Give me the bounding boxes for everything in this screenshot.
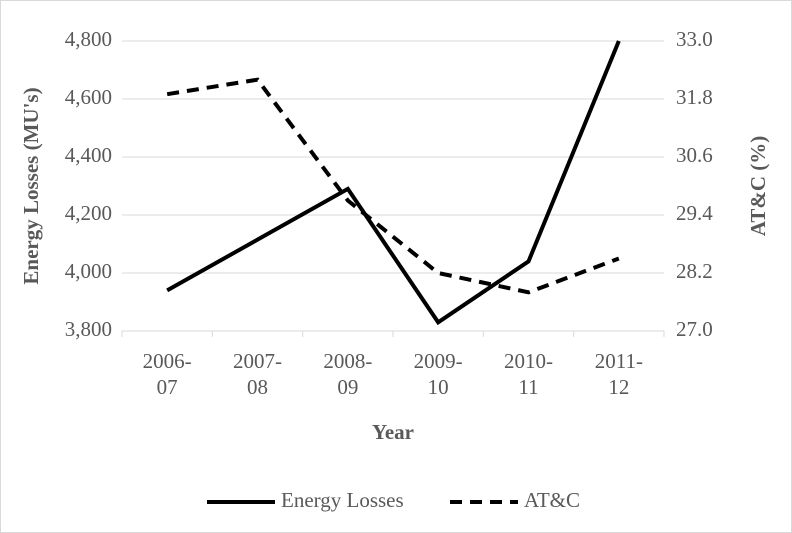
y-tick-label: 4,400: [65, 143, 112, 167]
y2-tick-label: 28.2: [676, 259, 713, 283]
y-tick-label: 4,800: [65, 27, 112, 51]
y-tick-label: 4,600: [65, 85, 112, 109]
y2-tick-label: 31.8: [676, 85, 713, 109]
x-tick-label: 2011-12: [594, 349, 643, 399]
y2-tick-label: 33.0: [676, 27, 713, 51]
y2-tick-label: 29.4: [676, 201, 713, 225]
x-tick-label: 2009-10: [413, 349, 463, 399]
y-axis-title: Energy Losses (MU's): [19, 87, 43, 284]
x-tick-label: 2008-09: [323, 349, 373, 399]
y2-tick-label: 30.6: [676, 143, 713, 167]
y-tick-label: 4,200: [65, 201, 112, 225]
x-tick-label: 2006-07: [142, 349, 192, 399]
x-tick-label: 2010-11: [504, 349, 553, 399]
x-axis-title: Year: [372, 420, 414, 444]
x-tick-label: 2007-08: [233, 349, 282, 399]
y2-tick-label: 27.0: [676, 317, 713, 341]
series-line: [166, 40, 621, 326]
y2-axis-title: AT&C (%): [746, 136, 770, 237]
y-tick-label: 3,800: [65, 317, 112, 341]
series-line: [166, 77, 620, 295]
y-tick-label: 4,000: [65, 259, 112, 283]
legend-label: AT&C: [524, 488, 580, 512]
legend-label: Energy Losses: [281, 488, 404, 512]
